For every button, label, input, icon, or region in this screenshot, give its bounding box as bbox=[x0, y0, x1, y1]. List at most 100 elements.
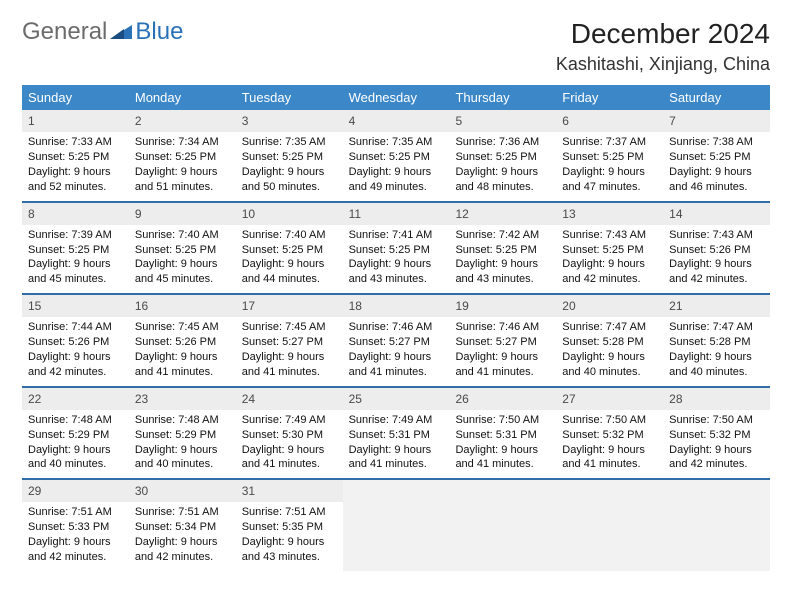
sunrise-text: Sunrise: 7:51 AM bbox=[28, 505, 123, 520]
sunrise-text: Sunrise: 7:39 AM bbox=[28, 228, 123, 243]
daylight-text-1: Daylight: 9 hours bbox=[562, 257, 657, 272]
weekday-header: Wednesday bbox=[343, 85, 450, 110]
day-details: Sunrise: 7:48 AMSunset: 5:29 PMDaylight:… bbox=[22, 410, 129, 478]
day-details: Sunrise: 7:43 AMSunset: 5:26 PMDaylight:… bbox=[663, 225, 770, 293]
sunset-text: Sunset: 5:27 PM bbox=[349, 335, 444, 350]
day-number: 8 bbox=[22, 203, 129, 225]
daylight-text-2: and 45 minutes. bbox=[28, 272, 123, 287]
sunset-text: Sunset: 5:25 PM bbox=[28, 150, 123, 165]
sunrise-text: Sunrise: 7:45 AM bbox=[242, 320, 337, 335]
calendar-cell-empty bbox=[556, 480, 663, 571]
sunset-text: Sunset: 5:25 PM bbox=[669, 150, 764, 165]
calendar-cell-empty bbox=[663, 480, 770, 571]
sunrise-text: Sunrise: 7:35 AM bbox=[349, 135, 444, 150]
sunrise-text: Sunrise: 7:48 AM bbox=[135, 413, 230, 428]
day-number: 4 bbox=[343, 110, 450, 132]
daylight-text-1: Daylight: 9 hours bbox=[349, 350, 444, 365]
day-number: 7 bbox=[663, 110, 770, 132]
weekday-header: Tuesday bbox=[236, 85, 343, 110]
daylight-text-2: and 41 minutes. bbox=[135, 365, 230, 380]
sunset-text: Sunset: 5:31 PM bbox=[349, 428, 444, 443]
daylight-text-1: Daylight: 9 hours bbox=[28, 443, 123, 458]
sunset-text: Sunset: 5:25 PM bbox=[349, 150, 444, 165]
daylight-text-1: Daylight: 9 hours bbox=[455, 350, 550, 365]
day-number: 1 bbox=[22, 110, 129, 132]
day-details: Sunrise: 7:40 AMSunset: 5:25 PMDaylight:… bbox=[129, 225, 236, 293]
daylight-text-1: Daylight: 9 hours bbox=[28, 165, 123, 180]
day-number: 16 bbox=[129, 295, 236, 317]
day-details: Sunrise: 7:45 AMSunset: 5:26 PMDaylight:… bbox=[129, 317, 236, 385]
sunrise-text: Sunrise: 7:49 AM bbox=[349, 413, 444, 428]
daylight-text-1: Daylight: 9 hours bbox=[349, 257, 444, 272]
calendar-cell: 7 Sunrise: 7:38 AMSunset: 5:25 PMDaylight… bbox=[663, 110, 770, 201]
daylight-text-2: and 40 minutes. bbox=[669, 365, 764, 380]
day-details: Sunrise: 7:40 AMSunset: 5:25 PMDaylight:… bbox=[236, 225, 343, 293]
sunset-text: Sunset: 5:26 PM bbox=[669, 243, 764, 258]
sunset-text: Sunset: 5:25 PM bbox=[28, 243, 123, 258]
day-number: 19 bbox=[449, 295, 556, 317]
daylight-text-2: and 43 minutes. bbox=[455, 272, 550, 287]
sunset-text: Sunset: 5:25 PM bbox=[135, 243, 230, 258]
day-details: Sunrise: 7:46 AMSunset: 5:27 PMDaylight:… bbox=[449, 317, 556, 385]
calendar-cell: 14Sunrise: 7:43 AMSunset: 5:26 PMDayligh… bbox=[663, 203, 770, 294]
daylight-text-2: and 51 minutes. bbox=[135, 180, 230, 195]
location-text: Kashitashi, Xinjiang, China bbox=[556, 54, 770, 75]
daylight-text-2: and 42 minutes. bbox=[669, 457, 764, 472]
day-details: Sunrise: 7:49 AMSunset: 5:31 PMDaylight:… bbox=[343, 410, 450, 478]
title-block: December 2024 Kashitashi, Xinjiang, Chin… bbox=[556, 18, 770, 75]
daylight-text-1: Daylight: 9 hours bbox=[28, 350, 123, 365]
daylight-text-1: Daylight: 9 hours bbox=[669, 165, 764, 180]
daylight-text-1: Daylight: 9 hours bbox=[242, 535, 337, 550]
calendar-cell: 22Sunrise: 7:48 AMSunset: 5:29 PMDayligh… bbox=[22, 388, 129, 479]
sunset-text: Sunset: 5:26 PM bbox=[135, 335, 230, 350]
logo-triangle-icon bbox=[110, 18, 132, 46]
calendar-cell: 29Sunrise: 7:51 AMSunset: 5:33 PMDayligh… bbox=[22, 480, 129, 571]
calendar-cell: 30Sunrise: 7:51 AMSunset: 5:34 PMDayligh… bbox=[129, 480, 236, 571]
sunset-text: Sunset: 5:29 PM bbox=[135, 428, 230, 443]
day-details: Sunrise: 7:35 AMSunset: 5:25 PMDaylight:… bbox=[343, 132, 450, 200]
calendar-week: 22Sunrise: 7:48 AMSunset: 5:29 PMDayligh… bbox=[22, 388, 770, 481]
sunset-text: Sunset: 5:25 PM bbox=[135, 150, 230, 165]
day-number: 21 bbox=[663, 295, 770, 317]
calendar-cell: 21Sunrise: 7:47 AMSunset: 5:28 PMDayligh… bbox=[663, 295, 770, 386]
day-number: 11 bbox=[343, 203, 450, 225]
calendar-cell: 15Sunrise: 7:44 AMSunset: 5:26 PMDayligh… bbox=[22, 295, 129, 386]
sunset-text: Sunset: 5:28 PM bbox=[669, 335, 764, 350]
weekday-header: Friday bbox=[556, 85, 663, 110]
daylight-text-1: Daylight: 9 hours bbox=[562, 350, 657, 365]
sunrise-text: Sunrise: 7:35 AM bbox=[242, 135, 337, 150]
sunrise-text: Sunrise: 7:51 AM bbox=[135, 505, 230, 520]
calendar-cell: 24Sunrise: 7:49 AMSunset: 5:30 PMDayligh… bbox=[236, 388, 343, 479]
calendar-cell-empty bbox=[449, 480, 556, 571]
sunrise-text: Sunrise: 7:46 AM bbox=[455, 320, 550, 335]
daylight-text-2: and 47 minutes. bbox=[562, 180, 657, 195]
sunset-text: Sunset: 5:27 PM bbox=[455, 335, 550, 350]
calendar-cell: 18Sunrise: 7:46 AMSunset: 5:27 PMDayligh… bbox=[343, 295, 450, 386]
daylight-text-1: Daylight: 9 hours bbox=[242, 443, 337, 458]
daylight-text-1: Daylight: 9 hours bbox=[135, 165, 230, 180]
weekday-header: Thursday bbox=[449, 85, 556, 110]
daylight-text-1: Daylight: 9 hours bbox=[135, 257, 230, 272]
calendar-cell: 6Sunrise: 7:37 AMSunset: 5:25 PMDaylight… bbox=[556, 110, 663, 201]
day-number: 15 bbox=[22, 295, 129, 317]
daylight-text-2: and 41 minutes. bbox=[562, 457, 657, 472]
weekday-header: Sunday bbox=[22, 85, 129, 110]
daylight-text-2: and 42 minutes. bbox=[562, 272, 657, 287]
day-number: 20 bbox=[556, 295, 663, 317]
sunset-text: Sunset: 5:32 PM bbox=[562, 428, 657, 443]
daylight-text-2: and 41 minutes. bbox=[455, 457, 550, 472]
sunset-text: Sunset: 5:25 PM bbox=[562, 150, 657, 165]
daylight-text-1: Daylight: 9 hours bbox=[242, 257, 337, 272]
calendar-cell: 13Sunrise: 7:43 AMSunset: 5:25 PMDayligh… bbox=[556, 203, 663, 294]
day-number: 12 bbox=[449, 203, 556, 225]
daylight-text-1: Daylight: 9 hours bbox=[669, 350, 764, 365]
sunset-text: Sunset: 5:25 PM bbox=[455, 243, 550, 258]
sunrise-text: Sunrise: 7:47 AM bbox=[562, 320, 657, 335]
daylight-text-2: and 52 minutes. bbox=[28, 180, 123, 195]
day-number: 6 bbox=[556, 110, 663, 132]
daylight-text-1: Daylight: 9 hours bbox=[242, 350, 337, 365]
day-number: 30 bbox=[129, 480, 236, 502]
calendar-cell: 25Sunrise: 7:49 AMSunset: 5:31 PMDayligh… bbox=[343, 388, 450, 479]
day-number: 24 bbox=[236, 388, 343, 410]
sunrise-text: Sunrise: 7:38 AM bbox=[669, 135, 764, 150]
